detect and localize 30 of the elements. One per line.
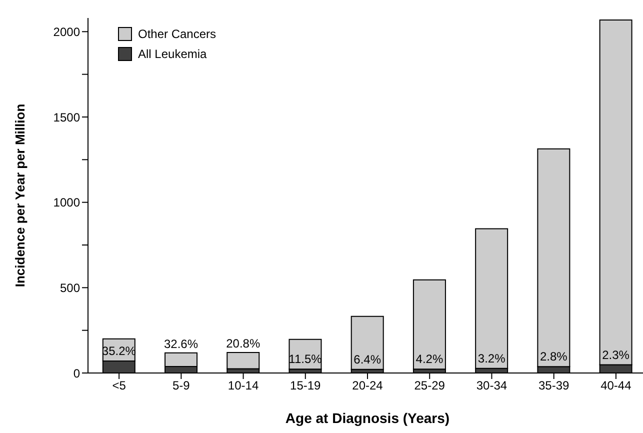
x-tick-label: 15-19 [290,378,322,393]
annotation: 20.8% [226,336,260,351]
annotation: 2.3% [602,348,630,362]
legend-label: All Leukemia [138,46,207,63]
annotation: 2.8% [540,350,568,364]
y-axis-title: Incidence per Year per Million [12,104,28,288]
x-tick-label: 10-14 [228,378,259,393]
legend-label: Other Cancers [138,26,216,43]
y-tick-label: 1000 [53,196,80,210]
x-axis-title: Age at Diagnosis (Years) [285,410,450,426]
bar [350,316,384,370]
annotation: 11.5% [288,352,322,366]
annotation: 32.6% [164,336,198,351]
bar [226,352,260,370]
x-tick-label: 5-9 [172,378,190,393]
y-tick-label: 2000 [53,24,80,39]
x-tick-label: <5 [112,378,126,393]
annotation: 4.2% [416,352,444,366]
x-tick-label: 20-24 [352,378,384,393]
annotation: 3.2% [478,351,506,366]
x-tick-label: 35-39 [538,378,570,393]
x-tick-label: 25-29 [414,378,446,393]
bar [475,228,508,369]
y-tick-label: 500 [60,280,80,295]
y-tick-label: 1500 [53,110,80,124]
x-tick-label: 30-34 [476,378,508,393]
bar [412,279,446,370]
y-tick-label: 0 [73,366,80,380]
x-tick-label: 40-44 [600,378,632,393]
annotation: 6.4% [354,352,382,366]
